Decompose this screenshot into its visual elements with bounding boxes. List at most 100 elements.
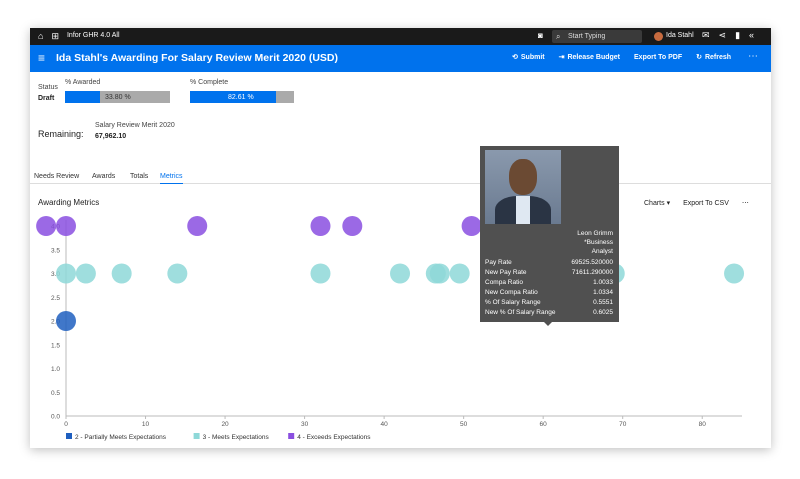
tooltip-row-value: 1.0033	[593, 279, 613, 286]
hamburger-menu-icon[interactable]: ≡	[38, 51, 46, 65]
y-tick-label: 3.0	[51, 271, 60, 278]
employee-photo	[485, 150, 561, 224]
global-topbar: ⌂ ⊞ Infor GHR 4.0 All ◙ ⌕ Start Typing I…	[30, 28, 771, 45]
export-pdf-button[interactable]: Export To PDF	[634, 54, 683, 61]
tooltip-row-label: Pay Rate	[485, 259, 512, 266]
tooltip-row-label: New Pay Rate	[485, 269, 527, 276]
data-point	[56, 216, 76, 236]
tooltip-name: Leon Grimm	[577, 230, 613, 237]
data-point	[449, 263, 470, 284]
charts-dropdown[interactable]: Charts ▾	[644, 199, 670, 208]
metrics-title: Awarding Metrics	[38, 198, 100, 207]
data-point	[390, 263, 411, 284]
data-point	[111, 263, 132, 284]
plan-name: Salary Review Merit 2020	[95, 122, 175, 129]
chart-toolbar: Charts ▾ Export To CSV ⋯	[644, 199, 749, 208]
data-point	[310, 216, 331, 236]
y-tick-label: 3.5	[51, 247, 60, 254]
avatar	[654, 31, 663, 41]
app-window: ⌂ ⊞ Infor GHR 4.0 All ◙ ⌕ Start Typing I…	[30, 28, 771, 448]
search-icon: ⌕	[556, 32, 561, 41]
tooltip-row-value: 1.0334	[593, 289, 613, 296]
tooltip-pointer	[544, 322, 552, 326]
x-tick-label: 0	[64, 421, 68, 428]
y-tick-label: 0.0	[51, 414, 60, 421]
camera-icon[interactable]: ◙	[538, 31, 543, 40]
page-title: Ida Stahl's Awarding For Salary Review M…	[56, 52, 339, 64]
x-tick-label: 30	[301, 421, 309, 428]
tooltip-row-value: 0.6025	[593, 309, 613, 316]
tab-bar: Needs Review Awards Totals Metrics	[30, 170, 771, 184]
tab-needs-review[interactable]: Needs Review	[34, 173, 80, 180]
y-tick-label: 1.5	[51, 342, 60, 349]
y-tick-label: 2.0	[51, 319, 60, 326]
status-label: Status	[38, 84, 58, 91]
legend-label: 3 - Meets Expectations	[203, 434, 270, 441]
legend-swatch	[66, 433, 72, 439]
release-budget-button[interactable]: ⇥ Release Budget	[559, 53, 620, 63]
home-icon[interactable]: ⌂	[38, 31, 44, 41]
submit-button[interactable]: ⟲ Submit	[512, 53, 545, 63]
x-tick-label: 50	[460, 421, 468, 428]
user-menu[interactable]: Ida Stahl	[654, 31, 694, 41]
data-point	[342, 216, 363, 236]
awarded-progress-text: 33.80 %	[105, 94, 131, 101]
tooltip-row-label: % Of Salary Range	[485, 299, 541, 306]
more-actions-icon[interactable]: ⋯	[748, 51, 758, 62]
complete-progress-fill	[190, 91, 276, 103]
export-csv-button[interactable]: Export To CSV	[683, 200, 729, 207]
tab-totals[interactable]: Totals	[130, 173, 149, 180]
legend-swatch	[288, 433, 295, 439]
app-grid-icon[interactable]: ⊞	[51, 31, 59, 41]
submit-label: Submit	[520, 54, 545, 61]
awarding-metrics-scatter-chart: 0.00.51.01.52.02.53.03.54.00102030405060…	[36, 216, 745, 441]
data-point	[167, 263, 188, 284]
data-point	[187, 216, 208, 236]
collapse-icon[interactable]: «	[749, 30, 755, 40]
photo-shirt	[516, 196, 530, 224]
charts-label: Charts	[644, 200, 665, 207]
mail-icon[interactable]: ✉	[702, 30, 710, 40]
complete-label: % Complete	[190, 79, 229, 86]
page-header: ≡ Ida Stahl's Awarding For Salary Review…	[30, 45, 771, 72]
remaining-label: Remaining:	[38, 129, 84, 139]
data-point	[36, 216, 57, 236]
tab-awards[interactable]: Awards	[92, 173, 116, 180]
tab-metrics[interactable]: Metrics	[160, 172, 183, 184]
x-tick-label: 60	[540, 421, 548, 428]
tooltip-row-value: 71611.290000	[571, 269, 613, 276]
legend-label: 4 - Exceeds Expectations	[297, 434, 371, 441]
tooltip-row-label: Compa Ratio	[485, 279, 523, 286]
data-point	[429, 263, 450, 284]
data-point	[56, 311, 76, 331]
release-icon: ⇥	[558, 54, 565, 61]
refresh-button[interactable]: ↻ Refresh	[696, 53, 731, 63]
user-name: Ida Stahl	[666, 32, 694, 39]
status-value: Draft	[38, 95, 55, 102]
x-tick-label: 10	[142, 421, 150, 428]
refresh-label: Refresh	[704, 54, 732, 61]
awarded-progress-bar: 33.80 %	[65, 91, 170, 103]
tooltip-row-label: New % Of Salary Range	[485, 309, 556, 316]
global-search-input[interactable]: ⌕ Start Typing	[552, 30, 642, 43]
awarded-label: % Awarded	[65, 79, 101, 86]
data-point	[310, 263, 331, 284]
x-tick-label: 70	[619, 421, 627, 428]
data-point	[75, 263, 96, 284]
y-tick-label: 1.0	[51, 366, 60, 373]
bookmark-icon[interactable]: ▮	[735, 30, 741, 40]
tooltip-row-value: 69525.520000	[571, 259, 613, 266]
y-tick-label: 0.5	[51, 390, 60, 397]
x-tick-label: 80	[699, 421, 707, 428]
refresh-icon: ↻	[696, 54, 702, 61]
data-point	[724, 263, 745, 284]
data-point	[461, 216, 482, 236]
share-icon[interactable]: ⋖	[718, 30, 727, 40]
complete-progress-bar: 82.61 %	[190, 91, 294, 103]
submit-icon: ⟲	[512, 54, 518, 61]
tooltip-title-line2: Analyst	[591, 248, 613, 255]
chart-more-icon[interactable]: ⋯	[741, 200, 749, 207]
search-placeholder: Start Typing	[568, 33, 606, 40]
tooltip-row-label: New Compa Ratio	[485, 289, 538, 296]
complete-progress-text: 82.61 %	[228, 94, 254, 101]
